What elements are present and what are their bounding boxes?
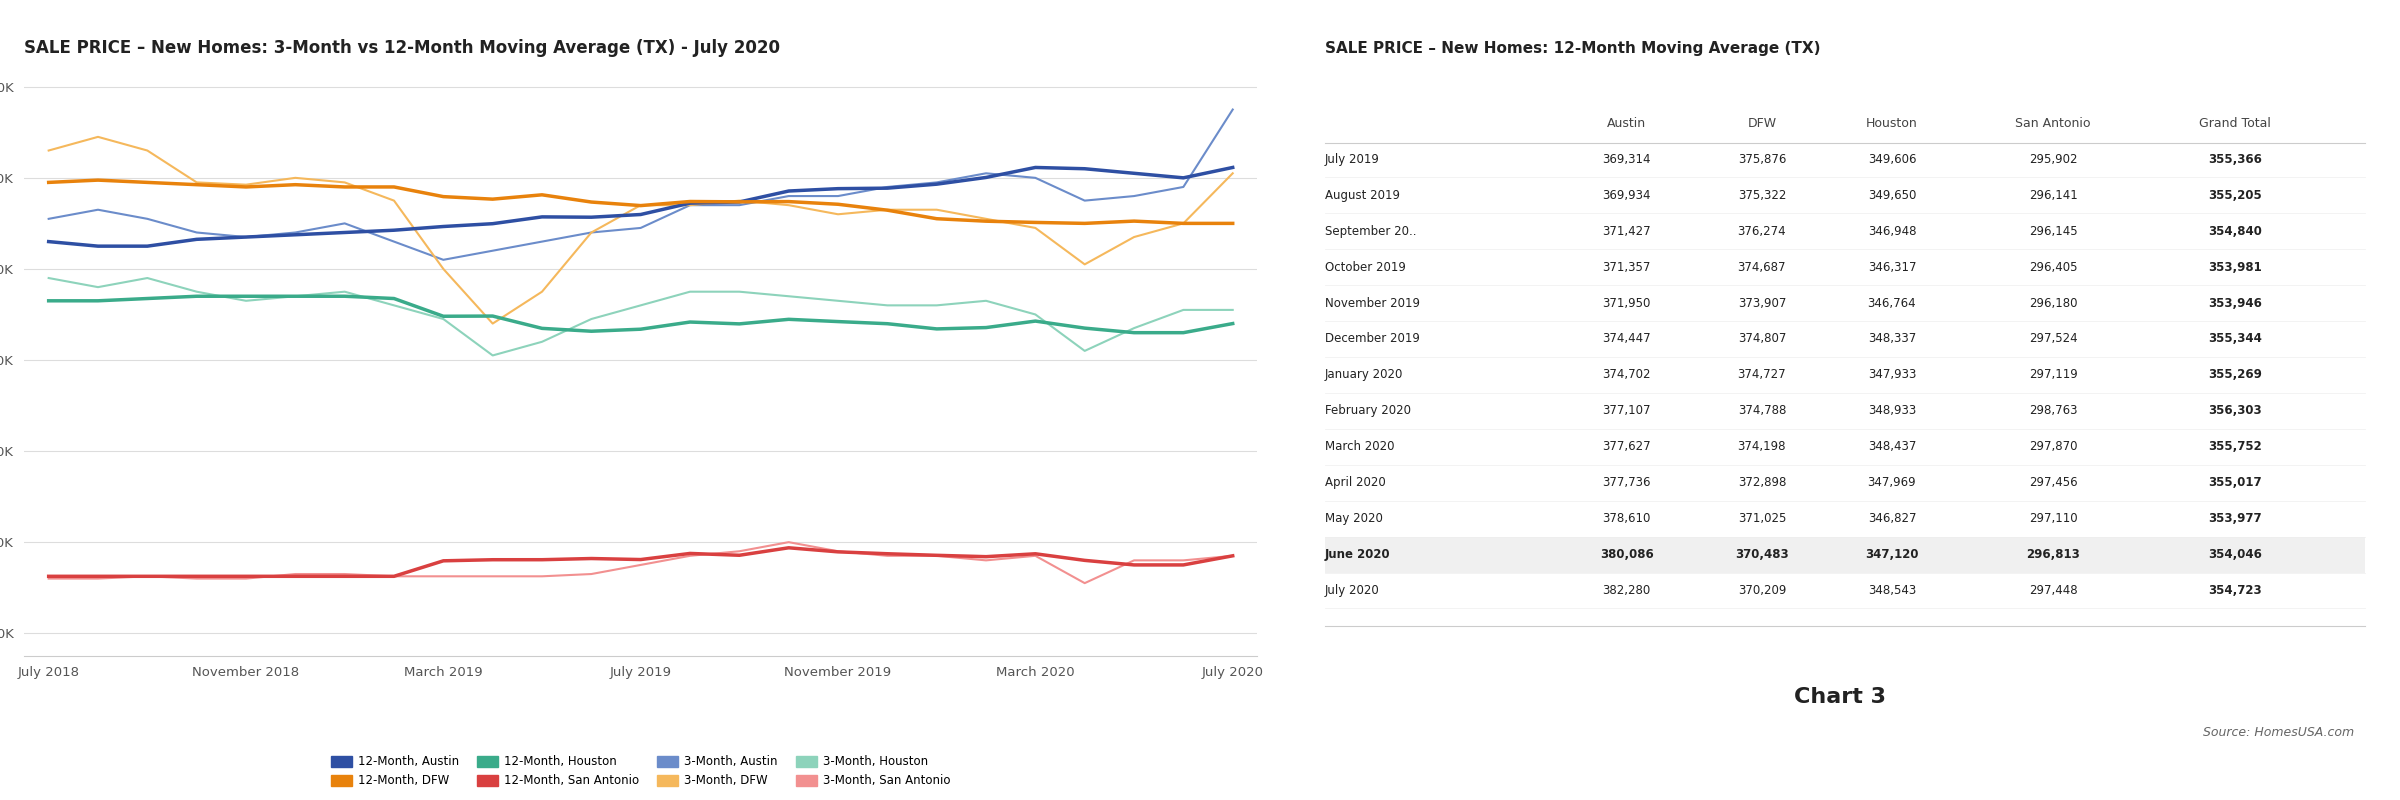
Text: 348,933: 348,933 (1867, 404, 1915, 418)
Text: 374,198: 374,198 (1738, 440, 1786, 454)
Text: DFW: DFW (1747, 117, 1776, 130)
Text: 370,209: 370,209 (1738, 584, 1786, 597)
Text: 349,650: 349,650 (1867, 189, 1915, 202)
Text: 346,764: 346,764 (1867, 297, 1915, 310)
Text: 355,366: 355,366 (2208, 153, 2263, 166)
Text: 374,447: 374,447 (1603, 333, 1651, 346)
Text: 374,702: 374,702 (1603, 369, 1651, 382)
Text: 369,314: 369,314 (1603, 153, 1651, 166)
Text: Grand Total: Grand Total (2198, 117, 2270, 130)
Text: 346,317: 346,317 (1867, 261, 1915, 274)
Text: 376,274: 376,274 (1738, 225, 1786, 238)
Text: 380,086: 380,086 (1601, 548, 1654, 561)
Text: 295,902: 295,902 (2028, 153, 2078, 166)
Text: 346,948: 346,948 (1867, 225, 1915, 238)
Text: 370,483: 370,483 (1735, 548, 1788, 561)
Text: September 20..: September 20.. (1325, 225, 1416, 238)
Text: 354,723: 354,723 (2208, 584, 2263, 597)
Text: 355,344: 355,344 (2208, 333, 2263, 346)
Text: 369,934: 369,934 (1603, 189, 1651, 202)
Text: May 2020: May 2020 (1325, 512, 1382, 525)
Text: 375,322: 375,322 (1738, 189, 1786, 202)
Text: 372,898: 372,898 (1738, 476, 1786, 489)
Text: 374,687: 374,687 (1738, 261, 1786, 274)
Text: 355,017: 355,017 (2208, 476, 2263, 489)
Text: 346,827: 346,827 (1867, 512, 1915, 525)
Text: 382,280: 382,280 (1603, 584, 1651, 597)
Text: 355,752: 355,752 (2208, 440, 2263, 454)
Text: 354,046: 354,046 (2208, 548, 2263, 561)
Text: 297,524: 297,524 (2028, 333, 2078, 346)
Text: 296,141: 296,141 (2028, 189, 2078, 202)
Text: March 2020: March 2020 (1325, 440, 1394, 454)
Text: 347,933: 347,933 (1867, 369, 1915, 382)
Text: 298,763: 298,763 (2028, 404, 2078, 418)
Legend: 12-Month, Austin, 12-Month, DFW, 12-Month, Houston, 12-Month, San Antonio, 3-Mon: 12-Month, Austin, 12-Month, DFW, 12-Mont… (326, 750, 955, 792)
Text: 378,610: 378,610 (1603, 512, 1651, 525)
Text: 377,736: 377,736 (1603, 476, 1651, 489)
Text: 377,627: 377,627 (1603, 440, 1651, 454)
Text: November 2019: November 2019 (1325, 297, 1421, 310)
Text: 353,981: 353,981 (2208, 261, 2263, 274)
Text: 349,606: 349,606 (1867, 153, 1915, 166)
Text: Source: HomesUSA.com: Source: HomesUSA.com (2203, 726, 2354, 739)
Text: 353,946: 353,946 (2208, 297, 2263, 310)
Text: SALE PRICE – New Homes: 12-Month Moving Average (TX): SALE PRICE – New Homes: 12-Month Moving … (1325, 41, 1822, 56)
Text: 297,870: 297,870 (2028, 440, 2078, 454)
Text: Houston: Houston (1867, 117, 1918, 130)
Text: April 2020: April 2020 (1325, 476, 1385, 489)
Text: Austin: Austin (1608, 117, 1646, 130)
Text: 348,543: 348,543 (1867, 584, 1915, 597)
Text: 297,110: 297,110 (2028, 512, 2078, 525)
Text: June 2020: June 2020 (1325, 548, 1390, 561)
Text: 373,907: 373,907 (1738, 297, 1786, 310)
Text: 297,456: 297,456 (2028, 476, 2078, 489)
Text: 377,107: 377,107 (1603, 404, 1651, 418)
Text: 296,813: 296,813 (2026, 548, 2081, 561)
Text: December 2019: December 2019 (1325, 333, 1421, 346)
Text: SALE PRICE – New Homes: 3-Month vs 12-Month Moving Average (TX) - July 2020: SALE PRICE – New Homes: 3-Month vs 12-Mo… (24, 39, 780, 57)
FancyBboxPatch shape (1325, 537, 2366, 573)
Text: July 2020: July 2020 (1325, 584, 1380, 597)
Text: 371,357: 371,357 (1603, 261, 1651, 274)
Text: January 2020: January 2020 (1325, 369, 1404, 382)
Text: August 2019: August 2019 (1325, 189, 1399, 202)
Text: 371,950: 371,950 (1603, 297, 1651, 310)
Text: 297,119: 297,119 (2028, 369, 2078, 382)
Text: 347,120: 347,120 (1865, 548, 1918, 561)
Text: 375,876: 375,876 (1738, 153, 1786, 166)
Text: 371,025: 371,025 (1738, 512, 1786, 525)
Text: 296,405: 296,405 (2028, 261, 2078, 274)
Text: 355,205: 355,205 (2208, 189, 2263, 202)
Text: 296,145: 296,145 (2028, 225, 2078, 238)
Text: 356,303: 356,303 (2208, 404, 2263, 418)
Text: 297,448: 297,448 (2028, 584, 2078, 597)
Text: July 2019: July 2019 (1325, 153, 1380, 166)
Text: 296,180: 296,180 (2028, 297, 2078, 310)
Text: San Antonio: San Antonio (2016, 117, 2090, 130)
Text: 374,788: 374,788 (1738, 404, 1786, 418)
Text: 374,727: 374,727 (1738, 369, 1786, 382)
Text: Chart 3: Chart 3 (1793, 687, 1886, 707)
Text: 374,807: 374,807 (1738, 333, 1786, 346)
Text: 347,969: 347,969 (1867, 476, 1915, 489)
Text: 355,269: 355,269 (2208, 369, 2263, 382)
Text: 354,840: 354,840 (2208, 225, 2263, 238)
Text: October 2019: October 2019 (1325, 261, 1406, 274)
Text: 348,437: 348,437 (1867, 440, 1915, 454)
Text: 353,977: 353,977 (2208, 512, 2263, 525)
Text: February 2020: February 2020 (1325, 404, 1411, 418)
Text: 348,337: 348,337 (1867, 333, 1915, 346)
Text: 371,427: 371,427 (1603, 225, 1651, 238)
